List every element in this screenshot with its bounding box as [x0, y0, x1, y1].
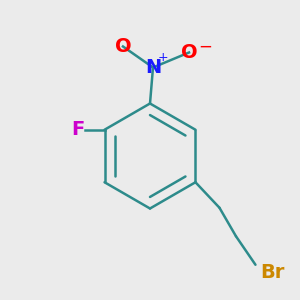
Text: Br: Br [260, 263, 284, 282]
Text: O: O [181, 43, 197, 62]
Text: F: F [71, 120, 84, 139]
Text: N: N [145, 58, 161, 77]
Text: +: + [158, 51, 168, 64]
Text: −: − [199, 38, 212, 56]
Text: O: O [115, 37, 131, 56]
